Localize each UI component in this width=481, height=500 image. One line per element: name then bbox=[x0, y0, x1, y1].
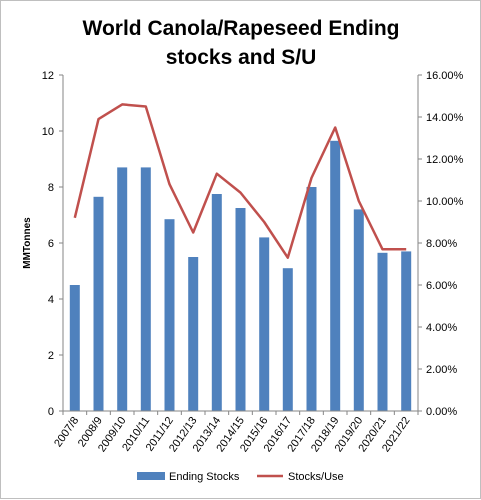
bar-2008-9 bbox=[93, 196, 104, 411]
chart-title-line-1: World Canola/Rapeseed Ending bbox=[83, 17, 400, 40]
right-tick-label: 6.00% bbox=[426, 280, 457, 292]
legend-label-ending-stocks: Ending Stocks bbox=[169, 471, 240, 483]
bar-2016-17 bbox=[282, 268, 293, 411]
legend-label-stocks-use: Stocks/Use bbox=[288, 471, 344, 483]
stocks-use-line bbox=[73, 103, 407, 259]
right-tick-label: 2.00% bbox=[426, 364, 457, 376]
legend: Ending Stocks Stocks/Use bbox=[137, 471, 344, 483]
right-tick-label: 16.00% bbox=[426, 70, 464, 82]
left-tick-label: 0 bbox=[48, 406, 54, 418]
right-tick-label: 4.00% bbox=[426, 322, 457, 334]
left-tick-label: 2 bbox=[48, 350, 54, 362]
bar-2018-19 bbox=[330, 140, 341, 412]
y-axis-label: MMTonnes bbox=[22, 217, 33, 269]
left-tick-label: 8 bbox=[48, 182, 54, 194]
bar-2010-11 bbox=[140, 167, 151, 411]
bar-2011-12 bbox=[164, 219, 175, 411]
bar-2014-15 bbox=[235, 208, 246, 411]
bar-2007-8 bbox=[69, 285, 80, 411]
right-tick-label: 0.00% bbox=[426, 406, 457, 418]
chart-title-line-2: stocks and S/U bbox=[166, 46, 317, 69]
right-tick-label: 14.00% bbox=[426, 112, 464, 124]
bar-2012-13 bbox=[188, 257, 199, 411]
left-tick-label: 10 bbox=[42, 126, 54, 138]
bar-2015-16 bbox=[259, 237, 270, 411]
bar-2020-21 bbox=[377, 252, 388, 411]
bar-2021-22 bbox=[401, 251, 412, 411]
left-tick-label: 6 bbox=[48, 238, 54, 250]
right-tick-label: 10.00% bbox=[426, 196, 464, 208]
left-tick-label: 12 bbox=[42, 70, 54, 82]
bar-2019-20 bbox=[353, 209, 364, 411]
bar-2009-10 bbox=[117, 167, 128, 411]
bar-2013-14 bbox=[211, 194, 222, 411]
right-tick-label: 8.00% bbox=[426, 238, 457, 250]
plot-area: 0 2 4 6 8 10 12 0.00% 2.00% 4.00% 6.00% 8.00% 10.00%… bbox=[22, 70, 464, 454]
right-tick-label: 12.00% bbox=[426, 154, 464, 166]
bar-2017-18 bbox=[306, 187, 317, 411]
legend-swatch-ending-stocks bbox=[137, 472, 165, 480]
left-tick-label: 4 bbox=[48, 294, 54, 306]
